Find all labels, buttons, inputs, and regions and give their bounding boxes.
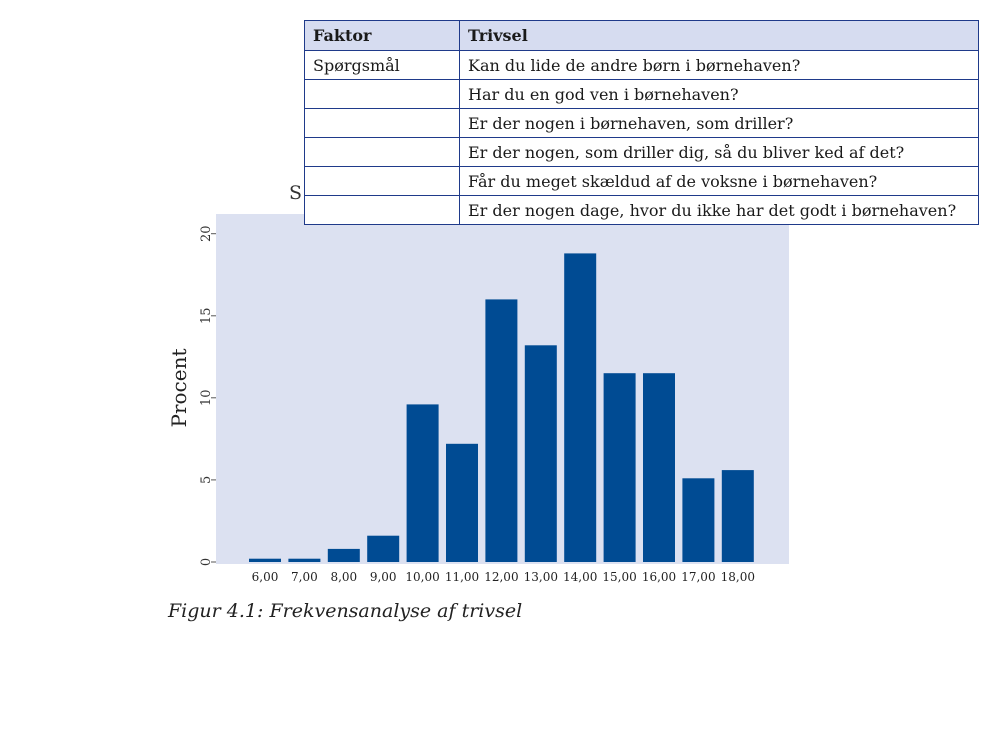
x-tick-label: 11,00	[445, 570, 479, 584]
bar	[249, 558, 281, 562]
table-row: Er der nogen, som driller dig, så du bli…	[304, 137, 979, 167]
x-tick-labels: 6,00 7,00 8,00 9,00 10,00 11,00 12,00 13,00 14,0…	[252, 570, 755, 584]
table-row: Er der nogen i børnehaven, som driller?	[304, 108, 979, 138]
bar	[446, 443, 478, 562]
x-tick-label: 18,00	[721, 570, 755, 584]
table-cell-question: Kan du lide de andre børn i børnehaven?	[459, 50, 979, 80]
x-tick-label: 17,00	[681, 570, 715, 584]
x-tick-label: 10,00	[405, 570, 439, 584]
bar	[564, 253, 597, 562]
table-cell-factor	[304, 166, 460, 196]
bar	[721, 470, 754, 562]
x-tick-label: 16,00	[642, 570, 676, 584]
table-cell-question: Er der nogen i børnehaven, som driller?	[459, 108, 979, 138]
y-tick-label: 10	[199, 390, 214, 407]
x-tick-label: 12,00	[484, 570, 518, 584]
x-tick-label: 8,00	[330, 570, 357, 584]
table-cell-factor: Spørgsmål	[304, 50, 460, 80]
x-tick-label: 6,00	[252, 570, 279, 584]
header-trivsel: Trivsel	[459, 20, 979, 51]
figure-caption: Figur 4.1: Frekvensanalyse af trivsel	[168, 600, 523, 622]
table-header-row: Faktor Trivsel	[304, 20, 979, 51]
partial-chart-title: S	[289, 182, 303, 204]
table-cell-factor	[304, 195, 460, 225]
x-tick-label: 14,00	[563, 570, 597, 584]
table-row: Får du meget skældud af de voksne i børn…	[304, 166, 979, 196]
x-tick-label: 13,00	[524, 570, 558, 584]
table-row: Spørgsmål Kan du lide de andre børn i bø…	[304, 50, 979, 80]
bars	[249, 253, 754, 562]
y-tick-labels: 0 5 10 15 20	[199, 225, 216, 566]
bar	[327, 548, 360, 562]
table-cell-question: Har du en god ven i børnehaven?	[459, 79, 979, 109]
table-cell-factor	[304, 79, 460, 109]
table-cell-factor	[304, 137, 460, 167]
y-axis-label: Procent	[167, 348, 191, 427]
header-faktor: Faktor	[304, 20, 460, 51]
bar	[643, 373, 675, 562]
bar	[603, 373, 636, 562]
factor-table: Faktor Trivsel Spørgsmål Kan du lide de …	[304, 20, 979, 225]
bar	[288, 558, 321, 562]
table-row: Har du en god ven i børnehaven?	[304, 79, 979, 109]
bar	[485, 299, 518, 562]
bar	[524, 345, 557, 562]
y-tick-label: 0	[199, 558, 214, 566]
table-cell-question: Får du meget skældud af de voksne i børn…	[459, 166, 979, 196]
x-tick-label: 9,00	[370, 570, 397, 584]
x-tick-label: 15,00	[602, 570, 636, 584]
x-tick-label: 7,00	[291, 570, 318, 584]
y-tick-label: 5	[199, 476, 214, 484]
bar	[367, 535, 400, 562]
y-tick-label: 20	[199, 225, 214, 242]
y-tick-label: 15	[199, 308, 214, 325]
table-row: Er der nogen dage, hvor du ikke har det …	[304, 195, 979, 225]
bar	[682, 478, 715, 562]
table-cell-question: Er der nogen, som driller dig, så du bli…	[459, 137, 979, 167]
bar	[406, 404, 439, 562]
table-cell-factor	[304, 108, 460, 138]
table-cell-question: Er der nogen dage, hvor du ikke har det …	[459, 195, 979, 225]
